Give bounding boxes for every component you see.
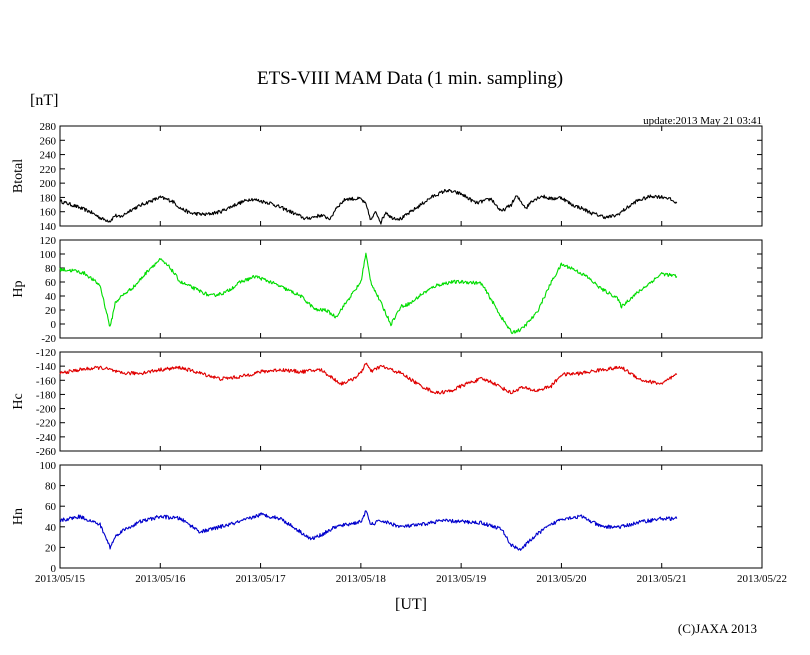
x-axis-label: [UT] <box>395 596 427 613</box>
x-axis-ticks: 2013/05/15 2013/05/16 2013/05/17 2013/05/18… <box>35 573 787 585</box>
y-tick-label: 60 <box>45 277 57 289</box>
y-tick-label: 80 <box>45 263 57 275</box>
y-tick-label: -240 <box>36 432 57 444</box>
x-tick-label: 2013/05/17 <box>236 573 287 585</box>
x-tick-label: 2013/05/19 <box>436 573 487 585</box>
panel-label-btotal: Btotal <box>11 159 26 193</box>
panel-frame-hn <box>59 464 763 569</box>
y-unit-label: [nT] <box>30 92 58 109</box>
x-tick-label: 2013/05/22 <box>737 573 787 585</box>
x-tick-label: 2013/05/21 <box>637 573 687 585</box>
panel-frame-hp <box>59 239 763 339</box>
panels-group: 140160180200220240260280Btotal-200204060… <box>11 121 763 575</box>
y-tick-label: 280 <box>40 121 57 133</box>
panel-label-hn: Hn <box>11 508 26 525</box>
y-tick-label: 120 <box>40 235 57 247</box>
y-tick-label: 160 <box>40 207 57 219</box>
update-timestamp: update:2013 May 21 03:41 <box>643 115 762 127</box>
x-tick-label: 2013/05/18 <box>336 573 387 585</box>
chart-title: ETS-VIII MAM Data (1 min. sampling) <box>257 68 563 89</box>
y-tick-label: 220 <box>40 164 57 176</box>
y-tick-label: -20 <box>41 333 56 345</box>
y-tick-label: 100 <box>40 460 57 472</box>
series-line-btotal <box>59 188 678 225</box>
y-tick-label: 140 <box>40 221 57 233</box>
panel-frame-btotal <box>59 125 763 227</box>
series-line-hn <box>59 510 678 551</box>
y-tick-label: -120 <box>36 347 57 359</box>
y-tick-label: 60 <box>45 501 57 513</box>
series-line-hp <box>59 252 678 335</box>
y-tick-label: 40 <box>45 291 57 303</box>
y-tick-label: -140 <box>36 361 57 373</box>
y-tick-label: 40 <box>45 522 57 534</box>
y-tick-label: -200 <box>36 404 57 416</box>
y-tick-label: -260 <box>36 446 57 458</box>
x-tick-label: 2013/05/15 <box>35 573 86 585</box>
y-tick-label: 0 <box>51 319 57 331</box>
panel-label-hp: Hp <box>11 280 26 297</box>
y-tick-label: -160 <box>36 375 57 387</box>
y-tick-label: 0 <box>51 563 57 575</box>
series-line-hc <box>59 362 678 395</box>
panel-frame-hc <box>59 351 763 452</box>
y-tick-label: -220 <box>36 418 57 430</box>
y-tick-label: 20 <box>45 305 57 317</box>
x-tick-label: 2013/05/16 <box>135 573 186 585</box>
copyright-text: (C)JAXA 2013 <box>678 621 757 636</box>
y-tick-label: 180 <box>40 192 57 204</box>
y-tick-label: -180 <box>36 389 57 401</box>
x-tick-label: 2013/05/20 <box>536 573 587 585</box>
y-tick-label: 80 <box>45 481 57 493</box>
y-tick-label: 240 <box>40 150 57 162</box>
y-tick-label: 20 <box>45 542 57 554</box>
y-tick-label: 260 <box>40 135 57 147</box>
panel-label-hc: Hc <box>11 393 26 409</box>
y-tick-label: 200 <box>40 178 57 190</box>
y-tick-label: 100 <box>40 249 57 261</box>
